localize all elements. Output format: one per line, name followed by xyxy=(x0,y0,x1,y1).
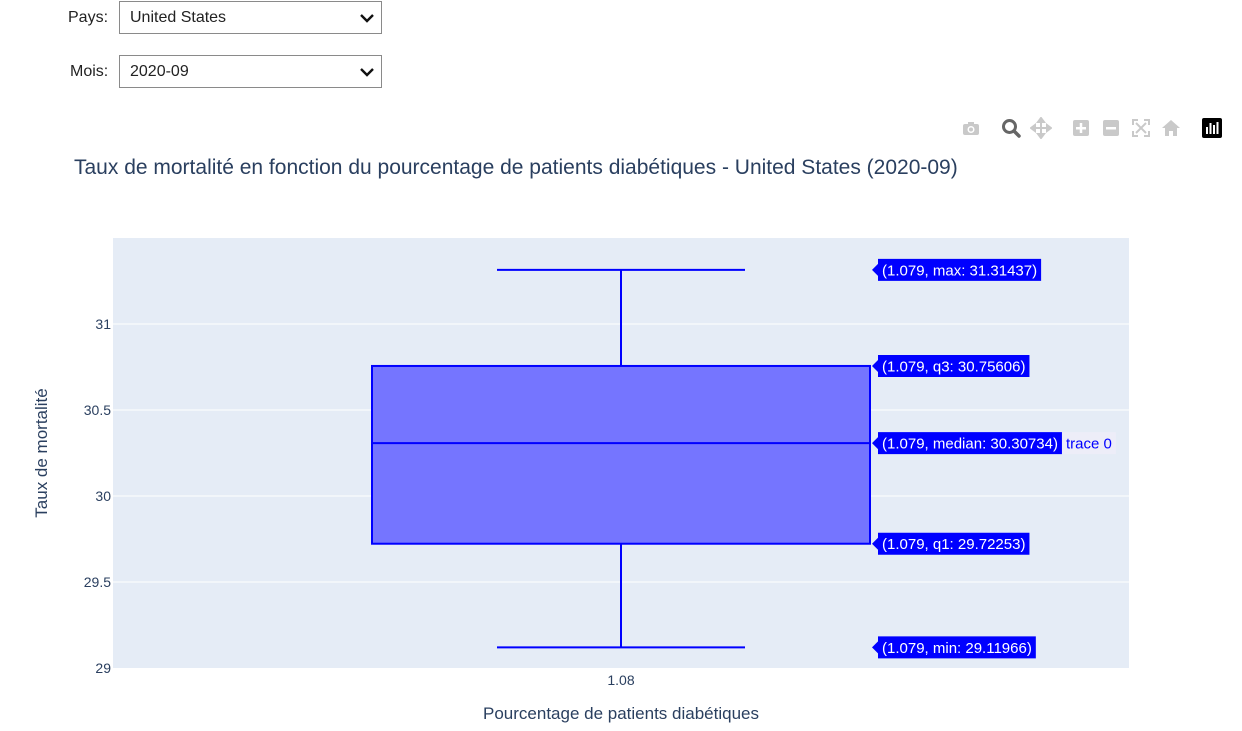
camera-icon[interactable] xyxy=(960,117,982,139)
x-axis-title: Pourcentage de patients diabétiques xyxy=(483,704,759,723)
hover-label-q3: (1.079, q3: 30.75606) xyxy=(872,354,1030,377)
hover-label-bg xyxy=(872,258,1042,281)
hover-label-max: (1.079, max: 31.31437) xyxy=(872,258,1042,281)
x-tick-label: 1.08 xyxy=(607,672,634,688)
y-axis-ticks: 29 29.5 30 30.5 31 xyxy=(84,316,111,676)
hover-label-text: (1.079, q1: 29.72253) xyxy=(882,536,1025,553)
chevron-down-icon xyxy=(360,14,374,23)
reset-axes-icon[interactable] xyxy=(1160,117,1182,139)
y-tick-label: 29.5 xyxy=(84,574,111,590)
hover-label-bg xyxy=(872,636,1036,659)
month-label: Mois: xyxy=(70,63,109,80)
y-axis-title: Taux de mortalité xyxy=(32,388,51,517)
trace-name-bg xyxy=(1061,432,1116,455)
y-tick-label: 31 xyxy=(95,316,111,332)
hover-labels: (1.079, max: 31.31437) (1.079, q3: 30.756… xyxy=(872,258,1116,659)
hover-label-text: (1.079, q3: 30.75606) xyxy=(882,358,1025,375)
box-trace[interactable] xyxy=(371,268,871,649)
chevron-down-icon xyxy=(360,68,374,77)
plotly-logo-icon[interactable] xyxy=(1201,117,1223,139)
month-select-value: 2020-09 xyxy=(130,63,189,80)
hover-label-q1: (1.079, q1: 29.72253) xyxy=(872,532,1030,555)
hover-label-bg xyxy=(872,354,1030,377)
zoom-out-icon[interactable] xyxy=(1100,117,1122,139)
x-axis-ticks: 1.08 xyxy=(607,672,634,688)
hover-label-min: (1.079, min: 29.11966) xyxy=(872,636,1036,659)
trace-name-label: trace 0 xyxy=(1061,432,1116,455)
box-iqr[interactable] xyxy=(371,364,871,545)
chart-title: Taux de mortalité en fonction du pourcen… xyxy=(74,156,958,179)
autoscale-icon[interactable] xyxy=(1130,117,1152,139)
y-tick-label: 30 xyxy=(95,488,111,504)
zoom-in-icon[interactable] xyxy=(1070,117,1092,139)
hover-label-text: (1.079, max: 31.31437) xyxy=(882,262,1037,279)
zoom-icon[interactable] xyxy=(1000,117,1022,139)
country-label: Pays: xyxy=(68,9,109,26)
hover-label-bg xyxy=(872,432,1062,455)
y-tick-label: 29 xyxy=(95,660,111,676)
hover-label-bg xyxy=(872,532,1030,555)
hover-label-text: (1.079, min: 29.11966) xyxy=(882,640,1032,657)
pan-icon[interactable] xyxy=(1030,117,1052,139)
month-select[interactable]: 2020-09 xyxy=(119,55,382,88)
hover-label-median: (1.079, median: 30.30734) xyxy=(872,432,1062,455)
y-tick-label: 30.5 xyxy=(84,402,111,418)
country-select[interactable]: United States xyxy=(119,1,382,34)
country-select-value: United States xyxy=(130,9,227,26)
trace-name-text: trace 0 xyxy=(1066,436,1112,453)
hover-label-text: (1.079, median: 30.30734) xyxy=(882,436,1058,453)
